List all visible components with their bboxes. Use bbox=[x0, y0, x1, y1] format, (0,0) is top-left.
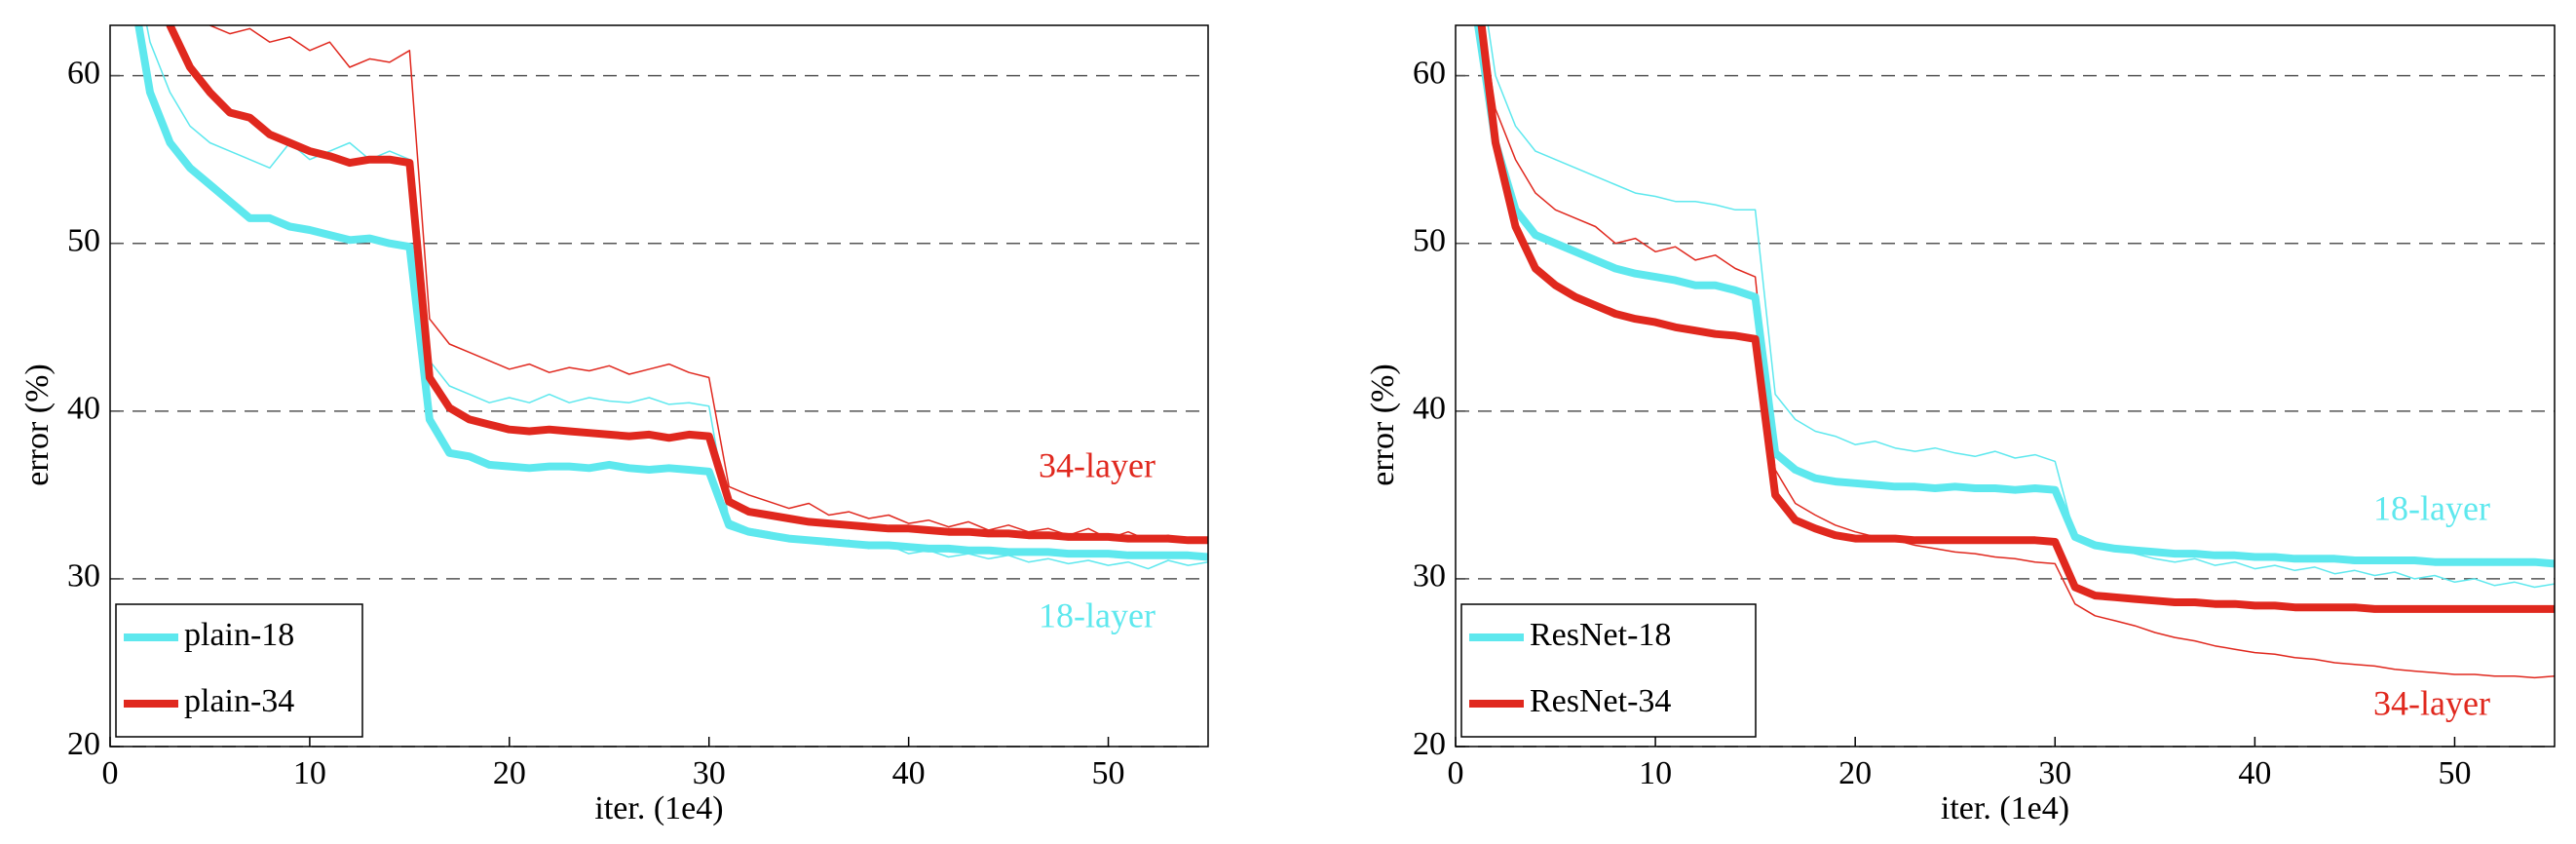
chart-panel: 20 30 40 50 60 0 10 20 30 40 50 iter. (1e4) error (%… bbox=[1365, 24, 2556, 826]
legend-label: plain-34 bbox=[184, 683, 294, 719]
y-tick-label: 20 bbox=[67, 726, 100, 762]
chart-panel: 20 30 40 50 60 0 10 20 30 40 50 iter. (1e4) error (%… bbox=[19, 24, 1209, 826]
legend-label: plain-18 bbox=[184, 617, 294, 653]
y-tick-label: 60 bbox=[1413, 55, 1446, 91]
y-tick-label: 50 bbox=[1413, 223, 1446, 259]
annotation: 34-layer bbox=[2373, 683, 2490, 722]
x-axis-label: iter. (1e4) bbox=[594, 790, 723, 826]
series-line bbox=[1474, 25, 2555, 568]
x-tick-label: 0 bbox=[1448, 755, 1464, 791]
x-tick-label: 50 bbox=[2438, 755, 2471, 791]
annotation: 18-layer bbox=[2373, 488, 2490, 527]
y-tick-label: 50 bbox=[67, 223, 100, 259]
y-tick-label: 60 bbox=[67, 55, 100, 91]
series-line bbox=[1482, 25, 2555, 679]
x-tick-label: 0 bbox=[102, 755, 119, 791]
x-tick-label: 40 bbox=[2238, 755, 2271, 791]
series-line bbox=[166, 25, 1208, 545]
x-tick-label: 40 bbox=[892, 755, 926, 791]
plot-frame bbox=[109, 24, 1209, 748]
annotation: 18-layer bbox=[1039, 595, 1155, 634]
series-line bbox=[134, 25, 1208, 561]
legend-label: ResNet-18 bbox=[1530, 617, 1671, 653]
series-line bbox=[1487, 25, 2555, 589]
x-tick-label: 20 bbox=[493, 755, 526, 791]
y-tick-label: 30 bbox=[67, 558, 100, 595]
y-tick-label: 40 bbox=[1413, 391, 1446, 427]
y-axis-label: error (%) bbox=[1365, 364, 1401, 486]
legend-box bbox=[1460, 603, 1757, 738]
plot-frame bbox=[1455, 24, 2556, 748]
x-axis-label: iter. (1e4) bbox=[1941, 790, 2069, 826]
x-tick-label: 30 bbox=[693, 755, 726, 791]
y-tick-label: 40 bbox=[67, 391, 100, 427]
y-axis-label: error (%) bbox=[19, 364, 56, 486]
x-tick-label: 30 bbox=[2038, 755, 2071, 791]
y-tick-label: 30 bbox=[1413, 558, 1446, 595]
legend-box bbox=[115, 603, 363, 738]
annotation: 34-layer bbox=[1039, 445, 1155, 484]
series-line bbox=[145, 25, 1208, 570]
x-tick-label: 10 bbox=[1639, 755, 1672, 791]
x-tick-label: 20 bbox=[1838, 755, 1872, 791]
legend-label: ResNet-34 bbox=[1530, 683, 1671, 719]
series-line bbox=[1477, 25, 2555, 613]
y-tick-label: 20 bbox=[1413, 726, 1446, 762]
x-tick-label: 10 bbox=[293, 755, 326, 791]
x-tick-label: 50 bbox=[1092, 755, 1125, 791]
